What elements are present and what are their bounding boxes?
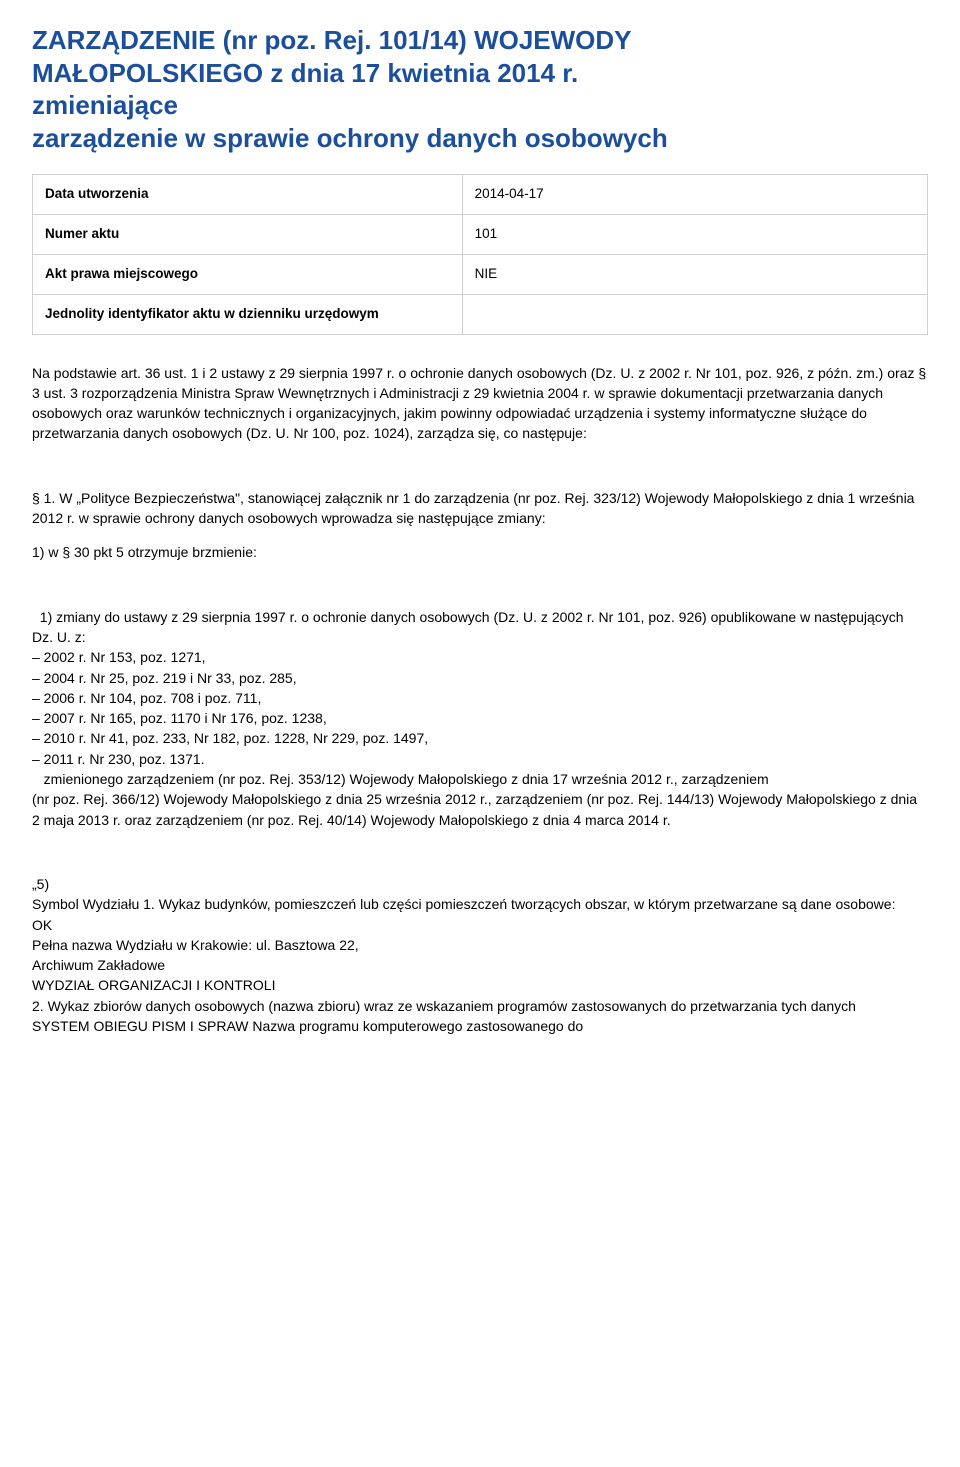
meta-label: Data utworzenia xyxy=(33,175,463,215)
body-text: Pełna nazwa Wydziału w Krakowie: ul. Bas… xyxy=(32,935,928,955)
body-text: 1) w § 30 pkt 5 otrzymuje brzmienie: xyxy=(32,542,928,562)
meta-value: 2014-04-17 xyxy=(462,175,927,215)
changes-block: 1) zmiany do ustawy z 29 sierpnia 1997 r… xyxy=(32,607,928,830)
body-text: Na podstawie art. 36 ust. 1 i 2 ustawy z… xyxy=(32,363,928,444)
meta-label: Akt prawa miejscowego xyxy=(33,254,463,294)
table-row: Akt prawa miejscowego NIE xyxy=(33,254,928,294)
body-text: (nr poz. Rej. 366/12) Wojewody Małopolsk… xyxy=(32,789,928,830)
meta-value: 101 xyxy=(462,214,927,254)
clause-5-block: „5) Symbol Wydziału 1. Wykaz budynków, p… xyxy=(32,874,928,1036)
meta-value xyxy=(462,294,927,334)
list-item: – 2006 r. Nr 104, poz. 708 i poz. 711, xyxy=(32,688,928,708)
body-text: zmienionego zarządzeniem (nr poz. Rej. 3… xyxy=(32,769,928,789)
body-text: WYDZIAŁ ORGANIZACJI I KONTROLI xyxy=(32,975,928,995)
table-row: Data utworzenia 2014-04-17 xyxy=(33,175,928,215)
table-row: Numer aktu 101 xyxy=(33,214,928,254)
body-text: 2. Wykaz zbiorów danych osobowych (nazwa… xyxy=(32,996,928,1016)
meta-label: Numer aktu xyxy=(33,214,463,254)
page-title: ZARZĄDZENIE (nr poz. Rej. 101/14) WOJEWO… xyxy=(32,24,928,154)
body-text: SYSTEM OBIEGU PISM I SPRAW Nazwa program… xyxy=(32,1016,928,1036)
section-1: § 1. W „Polityce Bezpieczeństwa", stanow… xyxy=(32,488,928,563)
title-line-4: zarządzenie w sprawie ochrony danych oso… xyxy=(32,123,668,153)
body-text: OK xyxy=(32,915,928,935)
body-text: 1) zmiany do ustawy z 29 sierpnia 1997 r… xyxy=(32,607,928,648)
list-item: – 2011 r. Nr 230, poz. 1371. xyxy=(32,749,928,769)
table-row: Jednolity identyfikator aktu w dzienniku… xyxy=(33,294,928,334)
title-line-3: zmieniające xyxy=(32,90,178,120)
preamble-paragraph: Na podstawie art. 36 ust. 1 i 2 ustawy z… xyxy=(32,363,928,444)
body-text: Symbol Wydziału 1. Wykaz budynków, pomie… xyxy=(32,894,928,914)
list-item: – 2007 r. Nr 165, poz. 1170 i Nr 176, po… xyxy=(32,708,928,728)
body-text: Archiwum Zakładowe xyxy=(32,955,928,975)
body-text: § 1. W „Polityce Bezpieczeństwa", stanow… xyxy=(32,488,928,529)
list-item: – 2004 r. Nr 25, poz. 219 i Nr 33, poz. … xyxy=(32,668,928,688)
meta-label: Jednolity identyfikator aktu w dzienniku… xyxy=(33,294,463,334)
title-line-1: ZARZĄDZENIE (nr poz. Rej. 101/14) WOJEWO… xyxy=(32,25,632,55)
body-text: „5) xyxy=(32,874,928,894)
list-item: – 2010 r. Nr 41, poz. 233, Nr 182, poz. … xyxy=(32,728,928,748)
title-line-2: MAŁOPOLSKIEGO z dnia 17 kwietnia 2014 r. xyxy=(32,58,578,88)
meta-value: NIE xyxy=(462,254,927,294)
metadata-table: Data utworzenia 2014-04-17 Numer aktu 10… xyxy=(32,174,928,335)
list-item: – 2002 r. Nr 153, poz. 1271, xyxy=(32,647,928,667)
